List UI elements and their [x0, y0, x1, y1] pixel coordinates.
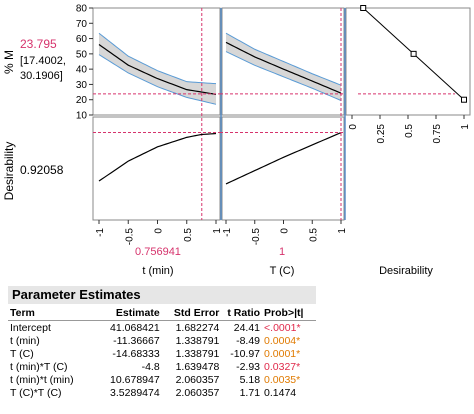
t-ratio-cell: 24.41	[233, 321, 261, 334]
table-row: t (min)*t (min) 10.678947 2.060357 5.18 0.00…	[8, 373, 316, 386]
x-tick-label: -0.5	[251, 228, 262, 246]
prob-cell: 0.0035*	[264, 373, 301, 386]
prob-cell: 0.0327*	[264, 360, 301, 373]
term-cell: t (min)*T (C)	[10, 360, 68, 373]
x2-current-value[interactable]: 1	[279, 246, 285, 258]
std-error-cell: 1.338791	[175, 334, 220, 347]
x-tick-label: 1	[212, 228, 223, 234]
estimate-cell: -11.36667	[113, 334, 160, 347]
std-error-cell: 2.060357	[175, 373, 220, 386]
table-row: t (min) -11.36667 1.338791 -8.49 0.0004*	[8, 334, 316, 347]
t-ratio-cell: 5.18	[239, 373, 261, 386]
x-tick-label: 0.5	[183, 228, 194, 242]
estimate-cell: 3.5289474	[110, 386, 160, 399]
header-estimate: Estimate	[99, 305, 162, 321]
x-tick-label: 0.75	[432, 124, 443, 144]
term-cell: T (C)	[10, 347, 34, 360]
panel-percentm-T	[221, 7, 345, 116]
t-ratio-cell: -10.97	[230, 347, 261, 360]
y-tick-label: 50	[76, 49, 88, 60]
y-tick-label: 10	[76, 111, 88, 122]
table-row: Intercept 41.068421 1.682274 24.41 <.0001*	[8, 321, 316, 335]
ci-lower-line	[98, 54, 217, 105]
prob-cell: <.0001*	[264, 321, 301, 334]
estimate-cell: -14.68333	[112, 347, 160, 360]
desirability-value: 0.92058	[20, 163, 64, 177]
y-tick-label: 60	[76, 34, 88, 45]
x-tick-label: 0	[348, 124, 359, 130]
y-tick-label: 40	[76, 65, 88, 76]
x2-axis-label: T (C)	[270, 265, 295, 277]
estimate-cell: 10.678947	[110, 373, 160, 386]
x-tick-label: 0.5	[308, 228, 319, 242]
table-header-row: Term Estimate Std Error t Ratio Prob>|t|	[8, 305, 316, 321]
x-tick-label: 0.25	[376, 124, 387, 144]
header-prob: Prob>|t|	[262, 305, 316, 321]
ci-upper-line	[225, 32, 342, 86]
x-tick-label: 0.5	[404, 124, 415, 138]
header-term: Term	[8, 305, 100, 321]
confidence-band	[99, 33, 216, 105]
y-axis-label-percent-m: % M	[2, 50, 16, 74]
term-cell: t (min)*t (min)	[10, 373, 74, 386]
desirability-point	[410, 50, 417, 57]
x-tick-label: -1	[95, 228, 106, 237]
x-tick-label: -0.5	[124, 228, 135, 246]
panel-separators	[220, 8, 346, 220]
table-row: T (C)*T (C) 3.5289474 2.060357 1.71 0.1474	[8, 386, 316, 399]
desirability-point	[461, 96, 467, 103]
estimate-cell: 41.068421	[110, 321, 160, 334]
panel-desirability-function	[345, 7, 471, 116]
desirability-line	[225, 132, 342, 185]
y-tick-label: 30	[76, 80, 88, 91]
estimate-cell: -4.8	[141, 360, 160, 373]
y-tick-label: 20	[76, 95, 88, 106]
std-error-cell: 1.682274	[175, 321, 220, 334]
t-ratio-cell: -8.49	[236, 334, 261, 347]
x1-axis-label: t (min)	[142, 265, 173, 277]
table-row: T (C) -14.68333 1.338791 -10.97 0.0001*	[8, 347, 316, 360]
y-tick-label: 80	[76, 4, 88, 15]
table-row: t (min)*T (C) -4.8 1.639478 -2.93 0.0327*	[8, 360, 316, 373]
x3-axis-label: Desirability	[379, 265, 433, 277]
x1-current-value[interactable]: 0.756941	[135, 246, 181, 258]
ci-lower-line	[225, 51, 342, 101]
predicted-value: 23.795	[20, 37, 57, 51]
parameter-estimates-title[interactable]: Parameter Estimates	[8, 286, 316, 304]
x-tick-label: 1	[460, 124, 471, 130]
desirability-line	[98, 132, 217, 182]
term-cell: T (C)*T (C)	[10, 386, 62, 399]
term-cell: t (min)	[10, 334, 40, 347]
x-tick-label: 1	[337, 228, 348, 234]
panel-percentm-t	[92, 7, 221, 116]
parameter-estimates-table: Term Estimate Std Error t Ratio Prob>|t|…	[8, 305, 316, 399]
term-cell: Intercept	[10, 321, 51, 334]
desirability-point	[360, 5, 367, 11]
header-std-error: Std Error	[161, 305, 222, 321]
x-tick-label: 0	[154, 228, 165, 234]
y-axis-label-desirability: Desirability	[2, 142, 16, 201]
prob-cell: 0.0004*	[264, 334, 301, 347]
prediction-profiler: % M 23.795 [17.4002, 30.1906] Desirabili…	[2, 4, 471, 278]
prediction-line	[98, 44, 217, 95]
prob-cell: 0.0001*	[264, 347, 301, 360]
confidence-interval-line2: 30.1906]	[20, 70, 63, 82]
panel-frames	[92, 7, 471, 221]
prob-cell: 0.1474	[264, 386, 297, 399]
panel-desir-t	[92, 116, 221, 221]
prediction-line	[225, 41, 342, 94]
y-tick-label: 70	[76, 19, 88, 30]
x-tick-label: 0	[280, 228, 291, 234]
parameter-estimates: Parameter Estimates Term Estimate Std Er…	[8, 286, 316, 412]
header-t-ratio: t Ratio	[221, 305, 263, 321]
confidence-interval-line1: [17.4002,	[20, 55, 66, 67]
t-ratio-cell: 1.71	[239, 386, 261, 399]
x-tick-label: -1	[222, 228, 233, 237]
ci-upper-line	[98, 32, 217, 85]
t-ratio-cell: -2.93	[236, 360, 261, 373]
std-error-cell: 1.639478	[175, 360, 220, 373]
std-error-cell: 2.060357	[175, 386, 220, 399]
confidence-band	[226, 33, 341, 101]
std-error-cell: 1.338791	[175, 347, 220, 360]
